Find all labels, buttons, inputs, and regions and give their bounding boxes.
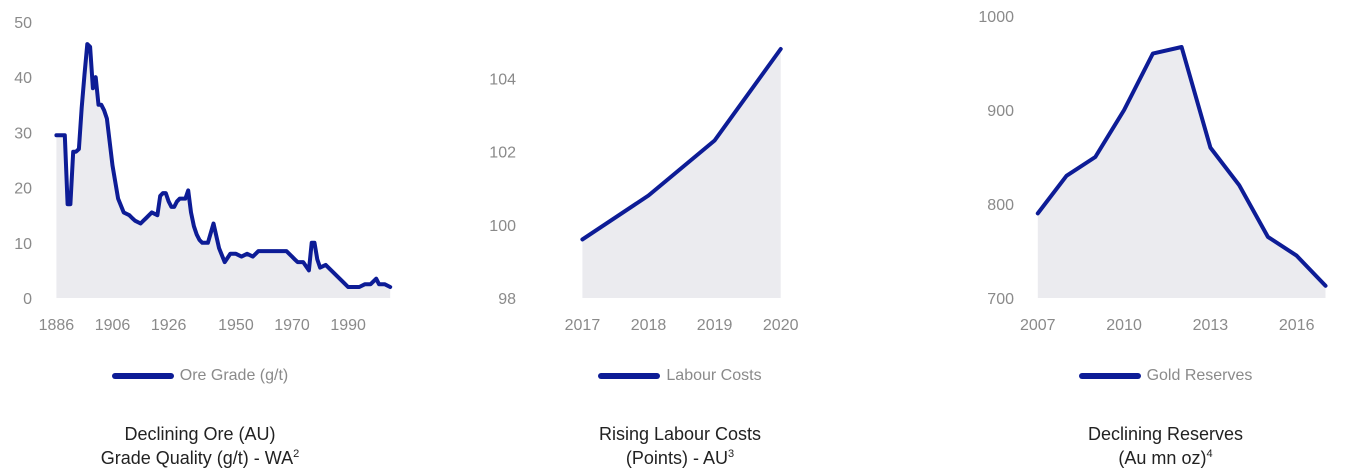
ore-grade-legend: Ore Grade (g/t) [0,364,400,388]
y-tick-label: 40 [14,70,32,87]
y-tick-label: 98 [498,291,516,308]
caption-line-2: (Points) - AU3 [480,446,880,470]
y-tick-label: 30 [14,125,32,142]
series-area [1037,47,1326,298]
y-tick-label: 0 [23,291,32,308]
legend-label: Ore Grade (g/t) [179,367,289,384]
caption-line-1: Rising Labour Costs [598,424,762,444]
y-tick-label: 1000 [978,9,1014,26]
y-tick-label: 100 [489,218,516,235]
legend-label: Labour Costs [666,367,762,384]
series-area [56,44,391,298]
x-tick-label: 2007 [1020,317,1056,334]
gold-reserves-caption: Declining Reserves (Au mn oz)4 [960,422,1371,470]
ore-grade-panel: 0 10 20 30 40 50 1886 1906 1926 1950 1970 1990 Ore … [0,0,400,474]
x-tick-label: 1926 [151,317,187,334]
y-tick-label: 10 [14,236,32,253]
footnote-ref: 3 [727,448,735,460]
gold-reserves-panel: 700 800 900 1000 2007 2010 2013 2016 Gold Reser… [960,0,1371,474]
labour-costs-caption: Rising Labour Costs (Points) - AU3 [480,422,880,470]
caption-line-2-text: Grade Quality (g/t) - WA [100,448,294,468]
caption-line-2: Grade Quality (g/t) - WA2 [0,446,400,470]
y-tick-label: 900 [987,103,1014,120]
caption-line-2: (Au mn oz)4 [960,446,1371,470]
legend-line-swatch [1078,373,1141,379]
x-tick-label: 1990 [330,317,366,334]
x-tick-label: 1970 [274,317,310,334]
footnote-ref: 2 [293,448,300,460]
legend-line-swatch [598,373,661,379]
labour-costs-chart: 98 100 102 104 2017 2018 2019 2020 [489,47,799,334]
y-tick-label: 800 [987,197,1014,214]
x-tick-label: 2018 [631,317,667,334]
legend-line-swatch [111,373,174,379]
y-tick-label: 50 [14,15,32,32]
labour-costs-panel: 98 100 102 104 2017 2018 2019 2020 Labour Costs… [480,0,880,474]
series-line [1035,45,1328,288]
labour-costs-legend: Labour Costs [480,364,880,388]
y-tick-label: 102 [489,145,516,162]
caption-line-2-text: (Points) - AU [625,448,728,468]
ore-grade-caption: Declining Ore (AU) Grade Quality (g/t) -… [0,422,400,470]
y-tick-label: 104 [489,71,516,88]
caption-line-1: Declining Reserves [1087,424,1244,444]
gold-reserves-chart: 700 800 900 1000 2007 2010 2013 2016 [978,9,1328,334]
x-tick-label: 2013 [1193,317,1229,334]
series-area [582,49,781,298]
y-tick-label: 20 [14,181,32,198]
x-tick-label: 2010 [1106,317,1142,334]
caption-line-2-text: (Au mn oz) [1118,448,1207,468]
caption-line-1: Declining Ore (AU) [124,424,276,444]
gold-reserves-legend: Gold Reserves [960,364,1371,388]
y-tick-label: 700 [987,291,1014,308]
series-line [54,42,393,289]
x-tick-label: 2017 [565,317,601,334]
x-tick-label: 2020 [763,317,799,334]
legend-label: Gold Reserves [1146,367,1253,384]
x-tick-label: 2019 [697,317,733,334]
x-tick-label: 1950 [218,317,254,334]
x-tick-label: 2016 [1279,317,1315,334]
ore-grade-chart: 0 10 20 30 40 50 1886 1906 1926 1950 1970 1990 [14,15,393,334]
x-tick-label: 1886 [39,317,75,334]
series-line [580,47,783,242]
x-tick-label: 1906 [95,317,131,334]
footnote-ref: 4 [1206,448,1213,460]
